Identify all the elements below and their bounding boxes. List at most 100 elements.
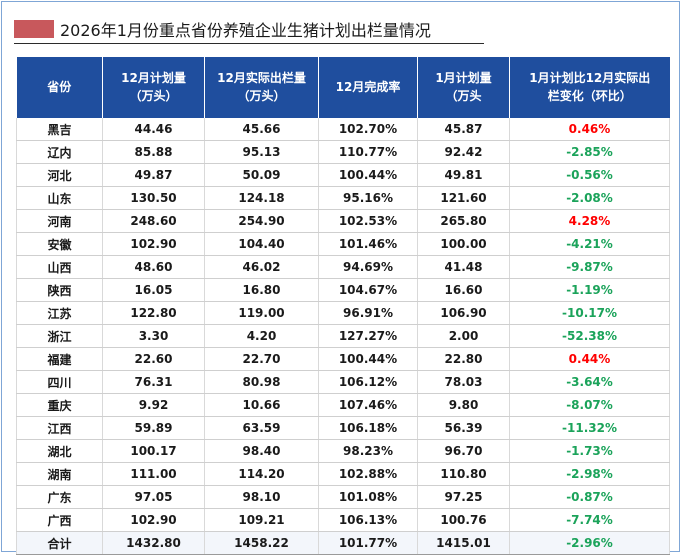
- table-row: 山东 130.50 124.18 95.16% 121.60 -2.08%: [16, 186, 670, 210]
- cell-province: 黑吉: [16, 118, 103, 141]
- title-row: 2026年1月份重点省份养殖企业生猪计划出栏量情况: [14, 18, 431, 40]
- cell-dec-rate: 102.88%: [318, 462, 418, 486]
- cell-province: 辽内: [16, 140, 103, 164]
- cell-dec-rate: 95.16%: [318, 186, 418, 210]
- cell-jan-plan: 1415.01: [417, 531, 510, 555]
- cell-dec-rate: 106.13%: [318, 508, 418, 532]
- cell-change: -11.32%: [509, 416, 670, 440]
- cell-dec-actual: 104.40: [204, 232, 319, 256]
- cell-dec-plan: 1432.80: [102, 531, 205, 555]
- cell-dec-rate: 102.53%: [318, 209, 418, 233]
- cell-dec-rate: 94.69%: [318, 255, 418, 279]
- cell-dec-actual: 98.10: [204, 485, 319, 509]
- cell-province: 浙江: [16, 324, 103, 348]
- cell-dec-plan: 9.92: [102, 393, 205, 417]
- table-row: 湖南 111.00 114.20 102.88% 110.80 -2.98%: [16, 462, 670, 486]
- cell-change: -4.21%: [509, 232, 670, 256]
- table-row: 江西 59.89 63.59 106.18% 56.39 -11.32%: [16, 416, 670, 440]
- table-row: 浙江 3.30 4.20 127.27% 2.00 -52.38%: [16, 324, 670, 348]
- table-row: 广东 97.05 98.10 101.08% 97.25 -0.87%: [16, 485, 670, 509]
- table-row: 陕西 16.05 16.80 104.67% 16.60 -1.19%: [16, 278, 670, 302]
- cell-province: 湖南: [16, 462, 103, 486]
- cell-dec-actual: 4.20: [204, 324, 319, 348]
- cell-dec-plan: 130.50: [102, 186, 205, 210]
- cell-dec-actual: 10.66: [204, 393, 319, 417]
- table-row: 辽内 85.88 95.13 110.77% 92.42 -2.85%: [16, 140, 670, 164]
- cell-jan-plan: 78.03: [417, 370, 510, 394]
- cell-dec-actual: 50.09: [204, 163, 319, 187]
- cell-dec-plan: 122.80: [102, 301, 205, 325]
- cell-change: -10.17%: [509, 301, 670, 325]
- table-row: 河南 248.60 254.90 102.53% 265.80 4.28%: [16, 209, 670, 233]
- cell-dec-rate: 106.18%: [318, 416, 418, 440]
- header-dec-rate: 12月完成率: [318, 57, 418, 118]
- cell-jan-plan: 9.80: [417, 393, 510, 417]
- cell-dec-rate: 98.23%: [318, 439, 418, 463]
- cell-dec-plan: 59.89: [102, 416, 205, 440]
- cell-dec-actual: 114.20: [204, 462, 319, 486]
- table-row: 福建 22.60 22.70 100.44% 22.80 0.44%: [16, 347, 670, 371]
- cell-change: 4.28%: [509, 209, 670, 233]
- table-row: 黑吉 44.46 45.66 102.70% 45.87 0.46%: [16, 118, 670, 141]
- cell-dec-plan: 102.90: [102, 232, 205, 256]
- cell-province: 山西: [16, 255, 103, 279]
- cell-jan-plan: 106.90: [417, 301, 510, 325]
- cell-dec-plan: 49.87: [102, 163, 205, 187]
- cell-change: -2.96%: [509, 531, 670, 555]
- cell-jan-plan: 110.80: [417, 462, 510, 486]
- cell-dec-plan: 111.00: [102, 462, 205, 486]
- table-row: 湖北 100.17 98.40 98.23% 96.70 -1.73%: [16, 439, 670, 463]
- cell-jan-plan: 49.81: [417, 163, 510, 187]
- cell-dec-actual: 109.21: [204, 508, 319, 532]
- cell-dec-plan: 48.60: [102, 255, 205, 279]
- table-row: 安徽 102.90 104.40 101.46% 100.00 -4.21%: [16, 232, 670, 256]
- cell-dec-rate: 104.67%: [318, 278, 418, 302]
- cell-province: 广东: [16, 485, 103, 509]
- table-row: 广西 102.90 109.21 106.13% 100.76 -7.74%: [16, 508, 670, 532]
- cell-province: 湖北: [16, 439, 103, 463]
- cell-jan-plan: 56.39: [417, 416, 510, 440]
- title-marker: [14, 20, 54, 38]
- cell-dec-rate: 107.46%: [318, 393, 418, 417]
- cell-dec-plan: 248.60: [102, 209, 205, 233]
- page-title: 2026年1月份重点省份养殖企业生猪计划出栏量情况: [60, 21, 431, 40]
- table-row: 四川 76.31 80.98 106.12% 78.03 -3.64%: [16, 370, 670, 394]
- cell-dec-actual: 16.80: [204, 278, 319, 302]
- cell-dec-plan: 16.05: [102, 278, 205, 302]
- cell-province: 福建: [16, 347, 103, 371]
- cell-jan-plan: 97.25: [417, 485, 510, 509]
- cell-dec-actual: 45.66: [204, 118, 319, 141]
- cell-province: 安徽: [16, 232, 103, 256]
- cell-dec-plan: 97.05: [102, 485, 205, 509]
- cell-change: -2.08%: [509, 186, 670, 210]
- cell-dec-plan: 102.90: [102, 508, 205, 532]
- cell-change: -2.85%: [509, 140, 670, 164]
- cell-dec-actual: 80.98: [204, 370, 319, 394]
- cell-province: 河南: [16, 209, 103, 233]
- cell-province: 合计: [16, 531, 103, 555]
- header-province: 省份: [16, 57, 103, 118]
- data-table: 省份 12月计划量 （万头） 12月实际出栏量 （万头） 12月完成率 1月计划量（…: [16, 57, 670, 555]
- cell-dec-rate: 127.27%: [318, 324, 418, 348]
- table-row: 重庆 9.92 10.66 107.46% 9.80 -8.07%: [16, 393, 670, 417]
- cell-jan-plan: 41.48: [417, 255, 510, 279]
- cell-dec-rate: 102.70%: [318, 118, 418, 141]
- cell-change: -7.74%: [509, 508, 670, 532]
- cell-jan-plan: 100.76: [417, 508, 510, 532]
- cell-dec-actual: 119.00: [204, 301, 319, 325]
- cell-jan-plan: 16.60: [417, 278, 510, 302]
- cell-dec-rate: 100.44%: [318, 347, 418, 371]
- cell-jan-plan: 22.80: [417, 347, 510, 371]
- cell-dec-actual: 22.70: [204, 347, 319, 371]
- table-row: 山西 48.60 46.02 94.69% 41.48 -9.87%: [16, 255, 670, 279]
- cell-dec-rate: 110.77%: [318, 140, 418, 164]
- cell-change: -8.07%: [509, 393, 670, 417]
- cell-change: 0.46%: [509, 118, 670, 141]
- cell-dec-actual: 95.13: [204, 140, 319, 164]
- cell-change: 0.44%: [509, 347, 670, 371]
- cell-dec-rate: 100.44%: [318, 163, 418, 187]
- cell-province: 山东: [16, 186, 103, 210]
- cell-jan-plan: 45.87: [417, 118, 510, 141]
- cell-change: -9.87%: [509, 255, 670, 279]
- header-dec-plan: 12月计划量 （万头）: [102, 57, 205, 118]
